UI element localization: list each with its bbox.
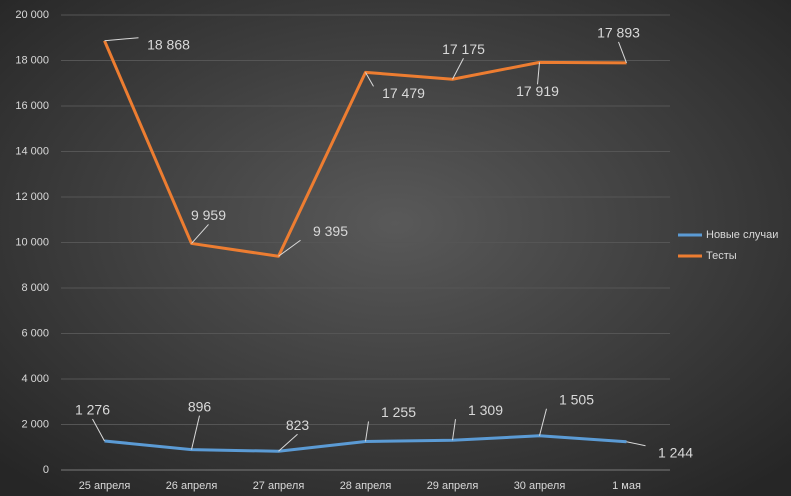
data-label: 1 309 bbox=[468, 402, 503, 418]
leader-line bbox=[452, 58, 464, 80]
leader-line bbox=[539, 408, 547, 436]
y-tick-label: 6 000 bbox=[21, 327, 49, 339]
y-tick-label: 16 000 bbox=[15, 100, 49, 112]
leader-line bbox=[537, 62, 540, 85]
leader-line bbox=[365, 72, 374, 87]
data-label: 18 868 bbox=[147, 36, 190, 52]
y-tick-label: 8 000 bbox=[21, 282, 49, 294]
y-tick-label: 2 000 bbox=[21, 418, 49, 430]
data-label: 1 244 bbox=[658, 444, 693, 460]
leader-line bbox=[191, 224, 209, 244]
leader-line bbox=[618, 41, 627, 64]
data-label: 17 479 bbox=[382, 85, 425, 101]
x-tick-label: 1 мая bbox=[612, 480, 641, 492]
y-tick-label: 20 000 bbox=[15, 9, 49, 21]
data-label: 9 959 bbox=[191, 207, 226, 223]
y-tick-label: 10 000 bbox=[15, 236, 49, 248]
leader-line bbox=[626, 441, 646, 447]
y-tick-label: 0 bbox=[43, 464, 49, 476]
leader-line bbox=[191, 415, 200, 450]
x-tick-label: 27 апреля bbox=[253, 480, 305, 492]
x-tick-label: 30 апреля bbox=[514, 480, 566, 492]
data-label: 9 395 bbox=[313, 223, 348, 239]
x-tick-label: 29 апреля bbox=[427, 480, 479, 492]
y-tick-label: 14 000 bbox=[15, 145, 49, 157]
y-tick-label: 12 000 bbox=[15, 191, 49, 203]
data-label: 823 bbox=[286, 417, 310, 433]
leader-line bbox=[452, 419, 456, 441]
data-label: 1 505 bbox=[559, 391, 594, 407]
x-tick-label: 25 апреля bbox=[79, 480, 131, 492]
leader-line bbox=[365, 421, 369, 442]
x-tick-label: 26 апреля bbox=[166, 480, 218, 492]
data-label: 17 919 bbox=[516, 83, 559, 99]
y-tick-label: 18 000 bbox=[15, 54, 49, 66]
leader-line bbox=[104, 37, 139, 42]
data-label: 17 175 bbox=[442, 41, 485, 57]
leader-line bbox=[278, 239, 301, 257]
data-label: 896 bbox=[188, 398, 212, 414]
leader-line bbox=[278, 433, 298, 452]
data-label: 1 255 bbox=[381, 404, 416, 420]
legend-label: Новые случаи bbox=[706, 229, 778, 241]
y-tick-label: 4 000 bbox=[21, 373, 49, 385]
data-label: 1 276 bbox=[75, 402, 110, 418]
legend-label: Тесты bbox=[706, 250, 737, 262]
leader-line bbox=[92, 418, 105, 442]
x-tick-label: 28 апреля bbox=[340, 480, 392, 492]
data-label: 17 893 bbox=[597, 25, 640, 41]
